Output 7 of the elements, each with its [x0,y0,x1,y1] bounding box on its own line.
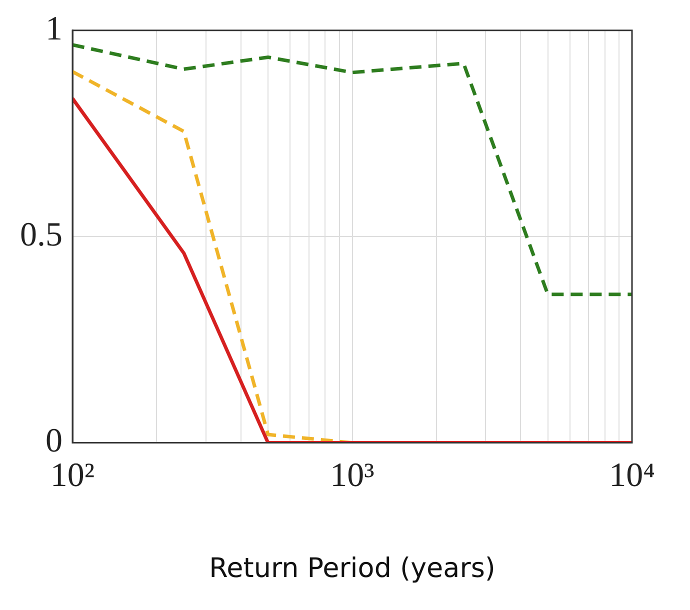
y-tick-label: 1 [46,10,62,48]
y-tick-label: 0 [46,422,62,460]
x-tick-label: 10² [50,457,95,494]
x-axis-title: Return Period (years) [209,552,496,584]
x-tick-label: 10⁴ [609,457,655,494]
x-tick-label: 10³ [330,457,374,494]
y-tick-label: 0.5 [20,216,62,254]
